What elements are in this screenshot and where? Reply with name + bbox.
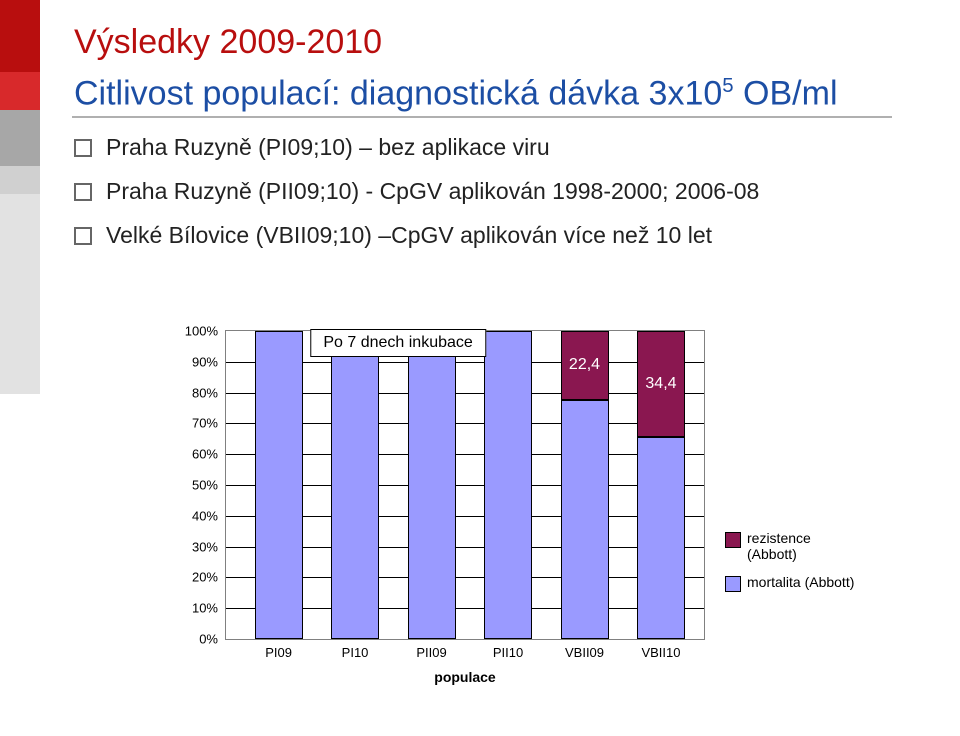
chart-bar-segment-mortalita <box>484 331 532 639</box>
chart-y-tick: 60% <box>192 447 226 462</box>
legend-label: rezistence (Abbott) <box>747 530 855 562</box>
chart-x-axis-label: populace <box>434 669 495 685</box>
chart-x-tick: PII10 <box>493 639 523 660</box>
chart-bar <box>484 331 532 639</box>
chart-y-tick: 70% <box>192 416 226 431</box>
chart-caption-box: Po 7 dnech inkubace <box>310 329 485 357</box>
chart-bar-segment-mortalita <box>255 331 303 639</box>
chart-y-tick: 40% <box>192 508 226 523</box>
chart-y-tick: 10% <box>192 601 226 616</box>
chart-bar <box>408 331 456 639</box>
chart-bar-segment-mortalita <box>408 331 456 639</box>
chart-plot-area: populace Po 7 dnech inkubace 100%90%80%7… <box>225 330 705 640</box>
chart-y-tick: 100% <box>185 324 226 339</box>
chart-y-tick: 20% <box>192 570 226 585</box>
bullet-icon <box>74 139 92 157</box>
chart-value-label: 22,4 <box>569 356 600 374</box>
chart-legend: rezistence (Abbott) mortalita (Abbott) <box>725 530 855 604</box>
chart-x-tick: VBII09 <box>565 639 604 660</box>
chart-value-label: 34,4 <box>645 375 676 393</box>
legend-label: mortalita (Abbott) <box>747 574 854 590</box>
legend-swatch-icon <box>725 576 741 592</box>
chart-x-tick: PII09 <box>416 639 446 660</box>
bullet-item: Praha Ruzyně (PI09;10) – bez aplikace vi… <box>74 132 894 162</box>
bullet-icon <box>74 227 92 245</box>
title-underline <box>72 116 892 118</box>
chart-x-tick: PI09 <box>265 639 292 660</box>
chart-bar-segment-mortalita <box>637 437 685 639</box>
chart-bar <box>331 331 379 639</box>
left-sidebar-decoration <box>0 0 40 736</box>
slide: Výsledky 2009-2010 Citlivost populací: d… <box>0 0 960 736</box>
chart-y-tick: 90% <box>192 354 226 369</box>
title-line-1: Výsledky 2009-2010 <box>74 20 894 64</box>
bullet-list: Praha Ruzyně (PI09;10) – bez aplikace vi… <box>74 132 894 264</box>
chart-x-tick: PI10 <box>342 639 369 660</box>
chart-bar <box>561 331 609 639</box>
legend-item-rezistence: rezistence (Abbott) <box>725 530 855 562</box>
bullet-icon <box>74 183 92 201</box>
legend-swatch-icon <box>725 532 741 548</box>
bullet-item: Velké Bílovice (VBII09;10) –CpGV aplikov… <box>74 220 894 250</box>
chart-y-tick: 0% <box>199 632 226 647</box>
chart-bar-segment-mortalita <box>561 400 609 639</box>
chart-bar <box>255 331 303 639</box>
title-line-2-sup: 5 <box>722 75 733 97</box>
chart: populace Po 7 dnech inkubace 100% 90% 80% 7… <box>165 320 865 710</box>
bullet-text: Velké Bílovice (VBII09;10) –CpGV aplikov… <box>106 220 712 250</box>
chart-y-tick: 50% <box>192 478 226 493</box>
bullet-item: Praha Ruzyně (PII09;10) - CpGV aplikován… <box>74 176 894 206</box>
title-block: Výsledky 2009-2010 Citlivost populací: d… <box>74 20 894 115</box>
bullet-text: Praha Ruzyně (PI09;10) – bez aplikace vi… <box>106 132 550 162</box>
legend-item-mortalita: mortalita (Abbott) <box>725 574 855 592</box>
chart-x-tick: VBII10 <box>641 639 680 660</box>
chart-y-tick: 80% <box>192 385 226 400</box>
chart-bar-segment-mortalita <box>331 331 379 639</box>
title-line-2: Citlivost populací: diagnostická dávka 3… <box>74 64 894 115</box>
bullet-text: Praha Ruzyně (PII09;10) - CpGV aplikován… <box>106 176 759 206</box>
title-line-2-prefix: Citlivost populací: diagnostická dávka 3… <box>74 74 722 112</box>
title-line-2-suffix: OB/ml <box>734 74 838 112</box>
chart-y-tick: 30% <box>192 539 226 554</box>
